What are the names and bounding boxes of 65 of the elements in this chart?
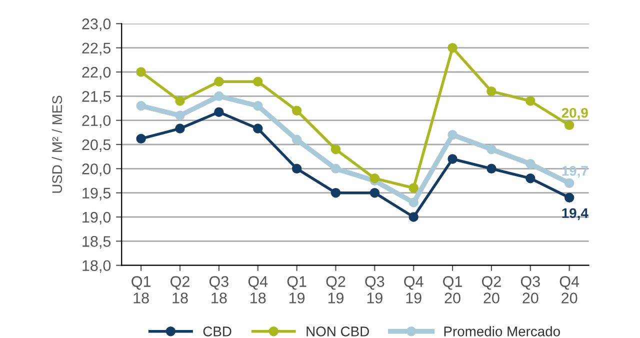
y-tick-label: 19,5 [82, 188, 111, 200]
point [214, 107, 224, 117]
point [486, 144, 496, 154]
x-tick-label: Q1 18 [132, 276, 151, 304]
x-tick-label: Q2 18 [170, 276, 190, 304]
point [330, 164, 341, 174]
x-tick-label: Q2 19 [326, 276, 346, 304]
data-label: 19,7 [562, 166, 588, 178]
legend-label: Promedio Mercado [444, 326, 560, 336]
data-label: 20,9 [562, 108, 588, 120]
point [214, 76, 224, 87]
x-tick-label: Q3 18 [209, 276, 228, 304]
y-tick-label: 23,0 [82, 18, 111, 32]
point [253, 76, 263, 87]
x-tick-label: Q1 20 [443, 276, 462, 304]
point [330, 188, 341, 198]
point [448, 130, 458, 140]
point [136, 67, 146, 77]
point [175, 96, 185, 106]
point [408, 198, 418, 208]
point [526, 96, 536, 106]
y-tick-label: 21,5 [82, 91, 111, 104]
point [136, 134, 146, 144]
x-tick-label: Q3 19 [365, 276, 384, 304]
point [292, 106, 302, 116]
y-tick-label: 22,0 [82, 66, 111, 80]
point [292, 134, 302, 145]
point [486, 86, 496, 96]
data-label: 19,4 [562, 208, 588, 220]
x-tick-label: Q2 20 [482, 276, 501, 304]
y-tick-label: 21,0 [82, 115, 111, 128]
x-tick-label: Q4 20 [560, 276, 580, 304]
point [408, 183, 418, 193]
legend-label: CBD [203, 326, 232, 336]
point [564, 178, 574, 188]
y-axis-title: USD / M² / MES [52, 96, 62, 193]
point [564, 192, 574, 203]
y-tick-label: 19,0 [82, 212, 111, 224]
point [448, 42, 458, 53]
point [370, 173, 380, 184]
x-tick-label: Q4 19 [404, 276, 424, 304]
y-tick-label: 18,0 [82, 260, 111, 273]
point [370, 188, 380, 198]
legend-label: NON CBD [306, 326, 369, 336]
point [330, 144, 341, 154]
y-tick-label: 20,0 [82, 164, 111, 176]
x-tick-label: Q1 19 [287, 276, 306, 304]
point [292, 164, 302, 174]
point [175, 110, 185, 120]
y-tick-label: 20,5 [82, 139, 111, 152]
point [175, 124, 185, 134]
point [486, 164, 496, 174]
point [214, 91, 224, 102]
point [526, 173, 536, 184]
point [526, 158, 536, 169]
point [253, 124, 263, 134]
y-tick-label: 22,5 [82, 42, 111, 56]
point [564, 120, 574, 130]
point [408, 212, 418, 222]
point [136, 100, 146, 111]
point [448, 154, 458, 164]
y-tick-label: 18,5 [82, 236, 111, 249]
x-tick-label: Q4 18 [248, 276, 268, 304]
x-tick-label: Q3 20 [520, 276, 540, 304]
point [253, 100, 263, 111]
